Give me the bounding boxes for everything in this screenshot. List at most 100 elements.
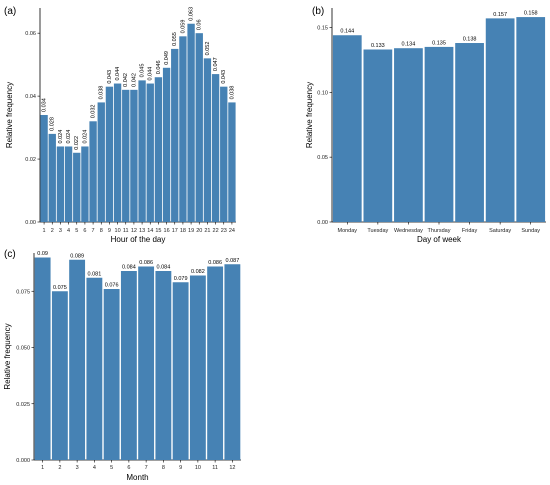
data-label: 0.032 — [91, 105, 97, 119]
x-tick-label: 22 — [213, 228, 219, 234]
x-tick-label: 1 — [41, 465, 44, 471]
bar — [516, 17, 546, 223]
bar — [64, 146, 73, 222]
x-axis-title: Day of week — [417, 235, 462, 244]
chart-panel-1: (a) 0.00 0.02 0.04 0.06 1 0.034 2 0.028 3 0.024 4 0.… — [4, 6, 236, 244]
x-tick-label: 6 — [83, 228, 86, 234]
bar — [154, 77, 163, 222]
bar — [455, 43, 484, 222]
x-tick-label: 24 — [229, 228, 235, 234]
x-tick-label: 1 — [43, 228, 46, 234]
x-tick-label: 2 — [51, 228, 54, 234]
x-tick-label: Wednesday — [394, 228, 423, 234]
y-tick-label: 0.05 — [317, 155, 328, 161]
bar — [220, 86, 228, 222]
chart-panel-2: (b) 0.00 0.05 0.10 0.15 Monday 0.144 Tuesday 0.1… — [305, 6, 546, 244]
data-label: 0.024 — [66, 130, 72, 144]
x-tick-label: 12 — [131, 228, 137, 234]
x-tick-label: 17 — [172, 228, 178, 234]
bar — [138, 80, 146, 222]
bar — [34, 257, 51, 460]
bar — [171, 48, 179, 222]
data-label: 0.063 — [189, 7, 195, 21]
bar — [207, 266, 224, 460]
x-axis-title: Month — [126, 473, 148, 482]
panel-label: (b) — [312, 6, 324, 17]
x-tick-label: 9 — [108, 228, 111, 234]
bar — [394, 48, 423, 223]
bar — [122, 89, 130, 222]
bar — [424, 46, 454, 223]
chart-panel-3: (c) 0.000 0.025 0.050 0.075 1 0.09 2 0.075 3 0.089… — [3, 249, 241, 482]
data-label: 0.044 — [115, 67, 121, 81]
y-tick-label: 0.00 — [25, 220, 36, 226]
y-tick-label: 0.025 — [16, 402, 30, 408]
y-tick-label: 0.02 — [25, 157, 36, 163]
y-tick-label: 0.04 — [25, 94, 36, 100]
data-label: 0.079 — [174, 276, 188, 282]
data-label: 0.134 — [402, 42, 416, 48]
data-label: 0.09 — [37, 251, 48, 257]
bar — [172, 282, 189, 460]
x-tick-label: Monday — [337, 228, 357, 234]
data-label: 0.084 — [156, 265, 170, 271]
x-tick-label: Sunday — [521, 228, 540, 234]
data-label: 0.047 — [213, 57, 219, 71]
data-label: 0.055 — [172, 32, 178, 46]
bar — [86, 277, 103, 460]
bar — [89, 121, 97, 222]
bar — [69, 259, 86, 460]
bar — [103, 289, 120, 460]
x-tick-label: 9 — [179, 465, 182, 471]
data-label: 0.042 — [123, 73, 129, 87]
bar — [105, 86, 114, 222]
data-label: 0.087 — [225, 258, 239, 264]
x-tick-label: 21 — [204, 228, 210, 234]
data-label: 0.089 — [70, 253, 84, 259]
x-tick-label: 19 — [188, 228, 194, 234]
bar — [179, 36, 187, 222]
data-label: 0.038 — [99, 86, 105, 100]
x-tick-label: 11 — [123, 228, 129, 234]
data-label: 0.043 — [221, 70, 227, 84]
data-label: 0.059 — [180, 20, 186, 34]
data-label: 0.076 — [105, 283, 119, 289]
x-tick-label: 12 — [229, 465, 235, 471]
data-label: 0.049 — [164, 51, 170, 65]
bar — [130, 89, 138, 222]
data-label: 0.082 — [191, 269, 205, 275]
bar — [56, 146, 65, 222]
data-label: 0.06 — [197, 19, 203, 30]
x-tick-label: 6 — [127, 465, 130, 471]
data-label: 0.075 — [53, 285, 67, 291]
panel-label: (c) — [4, 249, 16, 260]
x-axis-title: Hour of the day — [111, 235, 166, 244]
x-tick-label: 15 — [155, 228, 161, 234]
data-label: 0.157 — [493, 12, 507, 18]
data-label: 0.038 — [229, 86, 235, 100]
bar — [51, 291, 68, 460]
x-tick-label: 10 — [195, 465, 201, 471]
bar — [485, 18, 515, 222]
x-tick-label: 14 — [147, 228, 153, 234]
x-tick-label: 11 — [212, 465, 218, 471]
x-tick-label: 5 — [110, 465, 113, 471]
x-tick-label: 5 — [75, 228, 78, 234]
y-tick-label: 0.00 — [317, 220, 328, 226]
y-tick-label: 0.075 — [16, 289, 30, 295]
bar — [224, 264, 241, 460]
bar — [211, 74, 220, 223]
x-tick-label: 8 — [100, 228, 103, 234]
x-tick-label: Thursday — [428, 228, 451, 234]
x-tick-label: 7 — [92, 228, 95, 234]
bar — [228, 102, 236, 222]
x-tick-label: 18 — [180, 228, 186, 234]
y-tick-label: 0.000 — [16, 458, 30, 464]
bar — [120, 271, 137, 460]
y-tick-label: 0.10 — [317, 90, 328, 96]
y-axis-title: Relative frequency — [3, 323, 12, 389]
x-tick-label: 3 — [59, 228, 62, 234]
bar — [203, 58, 212, 223]
x-tick-label: 20 — [196, 228, 202, 234]
